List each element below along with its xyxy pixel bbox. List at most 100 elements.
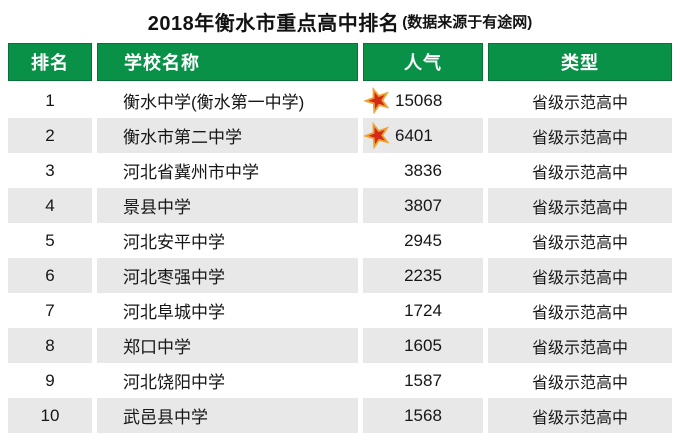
rank-cell-text: 2 — [45, 125, 55, 145]
popularity-cell-text: 2945 — [404, 230, 442, 250]
star-icon — [364, 122, 391, 149]
popularity-cell-text: 1568 — [404, 405, 442, 425]
column-header-type: 类型 — [488, 43, 672, 81]
table-row: 8 郑口中学 1605 省级示范高中 — [8, 328, 672, 363]
popularity-cell-text: 2235 — [404, 265, 442, 285]
popularity-cell-text: 1605 — [404, 335, 442, 355]
school-name-cell: 河北枣强中学 — [97, 258, 358, 293]
table-row: 5 河北安平中学 2945 省级示范高中 — [8, 223, 672, 258]
table-row: 2 衡水市第二中学 6401 省级示范高中 — [8, 118, 672, 153]
rank-cell-text: 10 — [40, 405, 60, 425]
school-name-cell-text: 衡水中学(衡水第一中学) — [123, 93, 305, 112]
type-cell: 省级示范高中 — [488, 398, 672, 433]
column-header-rank: 排名 — [8, 43, 92, 81]
type-cell: 省级示范高中 — [488, 83, 672, 118]
rank-cell: 10 — [8, 398, 92, 433]
type-cell: 省级示范高中 — [488, 118, 672, 153]
school-name-cell-text: 衡水市第二中学 — [123, 128, 242, 147]
school-name-cell-text: 河北省冀州市中学 — [123, 163, 259, 182]
type-cell: 省级示范高中 — [488, 223, 672, 258]
column-header-popularity: 人气 — [363, 43, 483, 81]
popularity-cell-text: 1587 — [404, 370, 442, 390]
rank-cell: 6 — [8, 258, 92, 293]
star-icon — [364, 87, 391, 114]
title-source-note: (数据来源于有途网) — [402, 14, 533, 31]
popularity-cell: 3836 — [363, 153, 483, 188]
table-row: 6 河北枣强中学 2235 省级示范高中 — [8, 258, 672, 293]
type-cell: 省级示范高中 — [488, 293, 672, 328]
school-name-cell: 河北安平中学 — [97, 223, 358, 258]
popularity-cell-text: 1724 — [404, 300, 442, 320]
type-cell: 省级示范高中 — [488, 328, 672, 363]
school-name-cell: 郑口中学 — [97, 328, 358, 363]
table-row: 1 衡水中学(衡水第一中学) 15068 省级示范高中 — [8, 83, 672, 118]
type-cell: 省级示范高中 — [488, 153, 672, 188]
type-cell-text: 省级示范高中 — [531, 269, 628, 287]
table-row: 4 景县中学 3807 省级示范高中 — [8, 188, 672, 223]
type-cell-text: 省级示范高中 — [531, 304, 628, 322]
page-title: 2018年衡水市重点高中排名 (数据来源于有途网) — [0, 0, 680, 43]
table-row: 10 武邑县中学 1568 省级示范高中 — [8, 398, 672, 433]
popularity-cell: 2235 — [363, 258, 483, 293]
school-name-cell-text: 河北阜城中学 — [123, 303, 225, 322]
popularity-cell-text: 3807 — [404, 195, 442, 215]
rank-cell-text: 3 — [45, 160, 55, 180]
rank-cell-text: 4 — [45, 195, 55, 215]
title-main-text: 2018年衡水市重点高中排名 — [147, 13, 400, 35]
school-name-cell-text: 河北饶阳中学 — [123, 373, 225, 392]
school-name-cell: 景县中学 — [97, 188, 358, 223]
popularity-cell: 3807 — [363, 188, 483, 223]
popularity-cell-text: 6401 — [395, 125, 433, 145]
popularity-cell: 1568 — [363, 398, 483, 433]
type-cell: 省级示范高中 — [488, 188, 672, 223]
popularity-cell-text: 3836 — [404, 160, 442, 180]
school-name-cell-text: 河北枣强中学 — [123, 268, 225, 287]
popularity-cell: 1587 — [363, 363, 483, 398]
type-cell-text: 省级示范高中 — [531, 409, 628, 427]
type-cell-text: 省级示范高中 — [531, 199, 628, 217]
table-row: 9 河北饶阳中学 1587 省级示范高中 — [8, 363, 672, 398]
table-row: 7 河北阜城中学 1724 省级示范高中 — [8, 293, 672, 328]
rank-cell-text: 5 — [45, 230, 55, 250]
popularity-cell-text: 15068 — [395, 90, 443, 110]
rank-cell: 1 — [8, 83, 92, 118]
type-cell: 省级示范高中 — [488, 363, 672, 398]
rank-cell: 8 — [8, 328, 92, 363]
rank-cell-text: 8 — [45, 335, 55, 355]
rank-cell-text: 1 — [45, 90, 55, 110]
school-name-cell: 衡水市第二中学 — [97, 118, 358, 153]
table-header-row: 排名 学校名称 人气 类型 — [8, 43, 672, 81]
type-cell: 省级示范高中 — [488, 258, 672, 293]
rank-cell-text: 7 — [45, 300, 55, 320]
popularity-cell: 1605 — [363, 328, 483, 363]
type-cell-text: 省级示范高中 — [531, 374, 628, 392]
popularity-cell: 2945 — [363, 223, 483, 258]
type-cell-text: 省级示范高中 — [531, 94, 628, 112]
school-name-cell: 河北阜城中学 — [97, 293, 358, 328]
school-name-cell: 河北省冀州市中学 — [97, 153, 358, 188]
table-row: 3 河北省冀州市中学 3836 省级示范高中 — [8, 153, 672, 188]
rank-cell: 5 — [8, 223, 92, 258]
rank-cell: 7 — [8, 293, 92, 328]
school-name-cell-text: 武邑县中学 — [123, 408, 208, 427]
rank-cell: 3 — [8, 153, 92, 188]
popularity-cell: 6401 — [363, 118, 483, 153]
table-body: 1 衡水中学(衡水第一中学) 15068 省级示范高中 2 衡水市第二中学 6401 省级示范… — [8, 83, 672, 433]
school-name-cell-text: 景县中学 — [123, 198, 191, 217]
school-name-cell: 衡水中学(衡水第一中学) — [97, 83, 358, 118]
ranking-table: 排名 学校名称 人气 类型 1 衡水中学(衡水第一中学) 15068 省级示范高中 2 衡… — [8, 43, 672, 433]
popularity-cell: 15068 — [363, 83, 483, 118]
type-cell-text: 省级示范高中 — [531, 164, 628, 182]
school-name-cell: 武邑县中学 — [97, 398, 358, 433]
rank-cell-text: 6 — [45, 265, 55, 285]
type-cell-text: 省级示范高中 — [531, 339, 628, 357]
rank-cell-text: 9 — [45, 370, 55, 390]
rank-cell: 2 — [8, 118, 92, 153]
popularity-cell: 1724 — [363, 293, 483, 328]
type-cell-text: 省级示范高中 — [531, 129, 628, 147]
column-header-school: 学校名称 — [97, 43, 358, 81]
rank-cell: 9 — [8, 363, 92, 398]
school-name-cell: 河北饶阳中学 — [97, 363, 358, 398]
school-name-cell-text: 郑口中学 — [123, 338, 191, 357]
